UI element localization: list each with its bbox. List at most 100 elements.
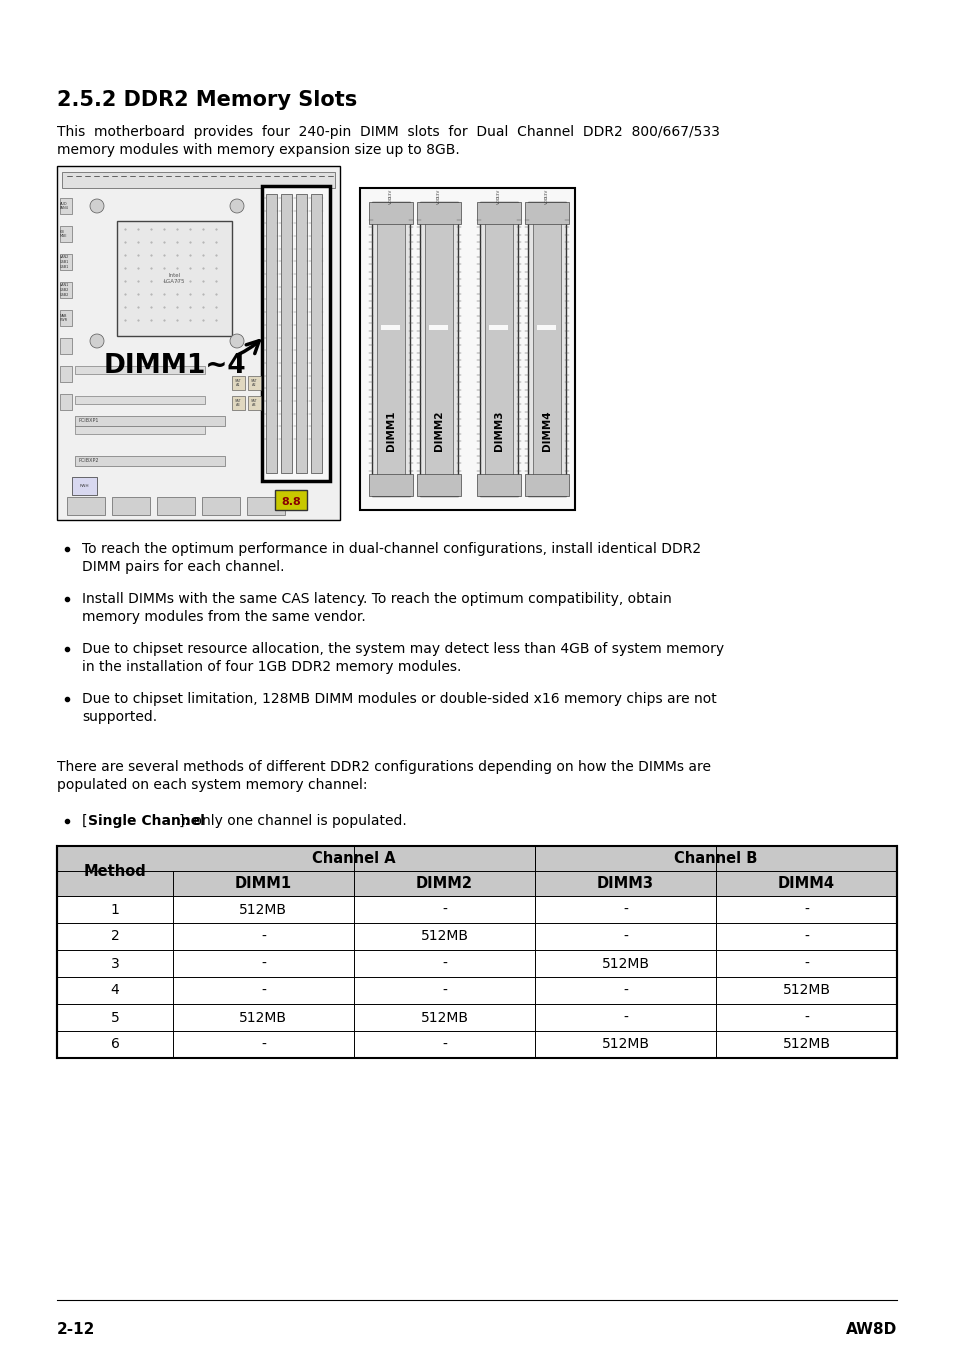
Text: DIMM pairs for each channel.: DIMM pairs for each channel. (82, 560, 284, 575)
Text: 512MB: 512MB (600, 1037, 649, 1052)
Text: DIMM2: DIMM2 (416, 876, 473, 891)
Text: 512MB: 512MB (239, 1010, 287, 1025)
Bar (71, 477, 97, 495)
Bar (381, 326, 400, 330)
Text: -: - (622, 903, 627, 917)
Bar (429, 326, 448, 330)
Text: Due to chipset limitation, 128MB DIMM modules or double-sided x16 memory chips a: Due to chipset limitation, 128MB DIMM mo… (82, 692, 716, 706)
Bar (57, 1005, 896, 1032)
Text: 3: 3 (111, 956, 119, 971)
Text: 5: 5 (111, 1010, 119, 1025)
Text: 512MB: 512MB (600, 956, 649, 971)
Text: 8.8: 8.8 (281, 498, 300, 507)
Bar (60, 366, 71, 383)
Bar (60, 254, 71, 270)
Bar (60, 310, 71, 326)
Text: 4: 4 (111, 983, 119, 998)
Text: -: - (261, 930, 266, 944)
Text: 512MB: 512MB (420, 930, 468, 944)
Bar (232, 376, 245, 389)
Bar (60, 283, 71, 297)
Text: DIMM3: DIMM3 (494, 411, 503, 452)
Bar (112, 498, 150, 515)
Text: DIMM2: DIMM2 (434, 411, 443, 452)
Bar (479, 201, 517, 496)
Text: KB
MSE: KB MSE (60, 230, 68, 238)
Bar (57, 846, 896, 1059)
Text: supported.: supported. (82, 710, 157, 725)
Bar (60, 393, 71, 410)
Text: Due to chipset resource allocation, the system may detect less than 4GB of syste: Due to chipset resource allocation, the … (82, 642, 723, 656)
Text: PCIBXP2: PCIBXP2 (79, 458, 99, 464)
Bar (57, 950, 896, 977)
Bar (419, 201, 457, 496)
Bar (248, 396, 261, 410)
Text: -: - (261, 983, 266, 998)
Text: Channel B: Channel B (674, 850, 757, 867)
Text: -: - (261, 1037, 266, 1052)
Bar (524, 475, 568, 496)
Text: PCIBXP1: PCIBXP1 (79, 419, 99, 423)
Bar (295, 193, 307, 473)
Bar (527, 201, 565, 496)
Text: Channel A: Channel A (312, 850, 395, 867)
Text: SAT
A1: SAT A1 (234, 379, 241, 387)
Text: VDD: VDD (436, 195, 440, 204)
Bar (262, 187, 330, 481)
Text: This  motherboard  provides  four  240-pin  DIMM  slots  for  Dual  Channel  DDR: This motherboard provides four 240-pin D… (57, 124, 720, 139)
Text: VDD: VDD (497, 195, 500, 204)
Bar (489, 326, 508, 330)
Bar (484, 212, 513, 485)
Text: in the installation of four 1GB DDR2 memory modules.: in the installation of four 1GB DDR2 mem… (82, 660, 461, 675)
Text: populated on each system memory channel:: populated on each system memory channel: (57, 777, 367, 792)
Bar (60, 338, 71, 354)
Text: Method: Method (84, 864, 146, 879)
Text: DIMM4: DIMM4 (778, 876, 834, 891)
Text: AUD
FAN4: AUD FAN4 (60, 201, 69, 211)
Text: 512MB: 512MB (239, 903, 287, 917)
Bar (57, 896, 896, 923)
Text: -: - (261, 956, 266, 971)
Bar (157, 498, 194, 515)
Bar (266, 193, 276, 473)
Text: 3.3V: 3.3V (436, 188, 440, 197)
Bar (476, 201, 520, 224)
Text: -: - (803, 903, 808, 917)
Text: memory modules with memory expansion size up to 8GB.: memory modules with memory expansion siz… (57, 143, 459, 157)
Text: 6: 6 (111, 1037, 119, 1052)
Text: SAT
A4: SAT A4 (251, 399, 257, 407)
Bar (60, 226, 71, 242)
Text: memory modules from the same vendor.: memory modules from the same vendor. (82, 610, 365, 625)
Bar (75, 396, 205, 404)
Text: -: - (803, 1010, 808, 1025)
Bar (57, 1032, 896, 1059)
Bar (376, 212, 405, 485)
Bar (57, 923, 896, 950)
FancyArrowPatch shape (237, 341, 259, 354)
Text: NAB
PWR: NAB PWR (60, 314, 68, 322)
Text: FWH: FWH (79, 484, 89, 488)
Text: DIMM1~4: DIMM1~4 (104, 353, 246, 379)
Circle shape (90, 199, 104, 214)
Bar (57, 871, 896, 896)
Text: -: - (441, 903, 446, 917)
Bar (533, 212, 560, 485)
Text: -: - (803, 956, 808, 971)
Bar (537, 326, 556, 330)
Text: SAT
A2: SAT A2 (251, 379, 257, 387)
Circle shape (230, 334, 244, 347)
Bar (57, 846, 896, 871)
Bar (75, 416, 225, 426)
Text: LAN1
USB2
USB2: LAN1 USB2 USB2 (60, 284, 70, 296)
Text: -: - (622, 930, 627, 944)
Text: Intel
LGA775: Intel LGA775 (164, 273, 185, 284)
Bar (75, 426, 205, 434)
Text: DIMM1: DIMM1 (386, 411, 395, 452)
Bar (75, 456, 225, 466)
Text: 512MB: 512MB (781, 983, 830, 998)
Text: -: - (441, 983, 446, 998)
Text: -: - (441, 1037, 446, 1052)
Text: Single Channel: Single Channel (88, 814, 205, 827)
Circle shape (230, 199, 244, 214)
Text: To reach the optimum performance in dual-channel configurations, install identic: To reach the optimum performance in dual… (82, 542, 700, 556)
